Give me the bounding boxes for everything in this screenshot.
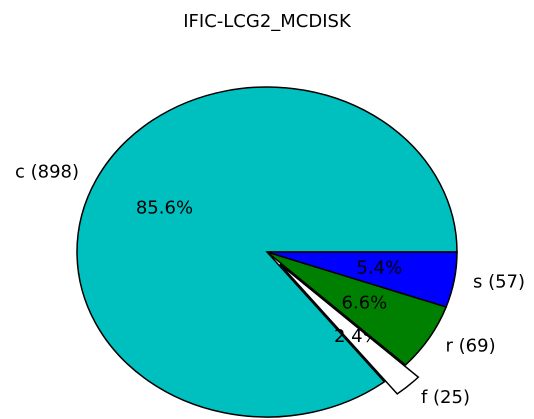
percent-label: 6.6%: [342, 292, 388, 313]
chart-title: IFIC-LCG2_MCDISK: [183, 11, 352, 32]
slice-label: r (69): [446, 335, 496, 356]
pie-slice: [266, 251, 458, 308]
percent-label: 5.4%: [356, 258, 402, 279]
pie-slice: [279, 263, 420, 395]
percent-label: 85.6%: [136, 198, 193, 219]
slice-label: s (57): [473, 272, 525, 293]
slice-label: f (25): [421, 387, 470, 408]
slice-label: c (898): [15, 162, 79, 183]
